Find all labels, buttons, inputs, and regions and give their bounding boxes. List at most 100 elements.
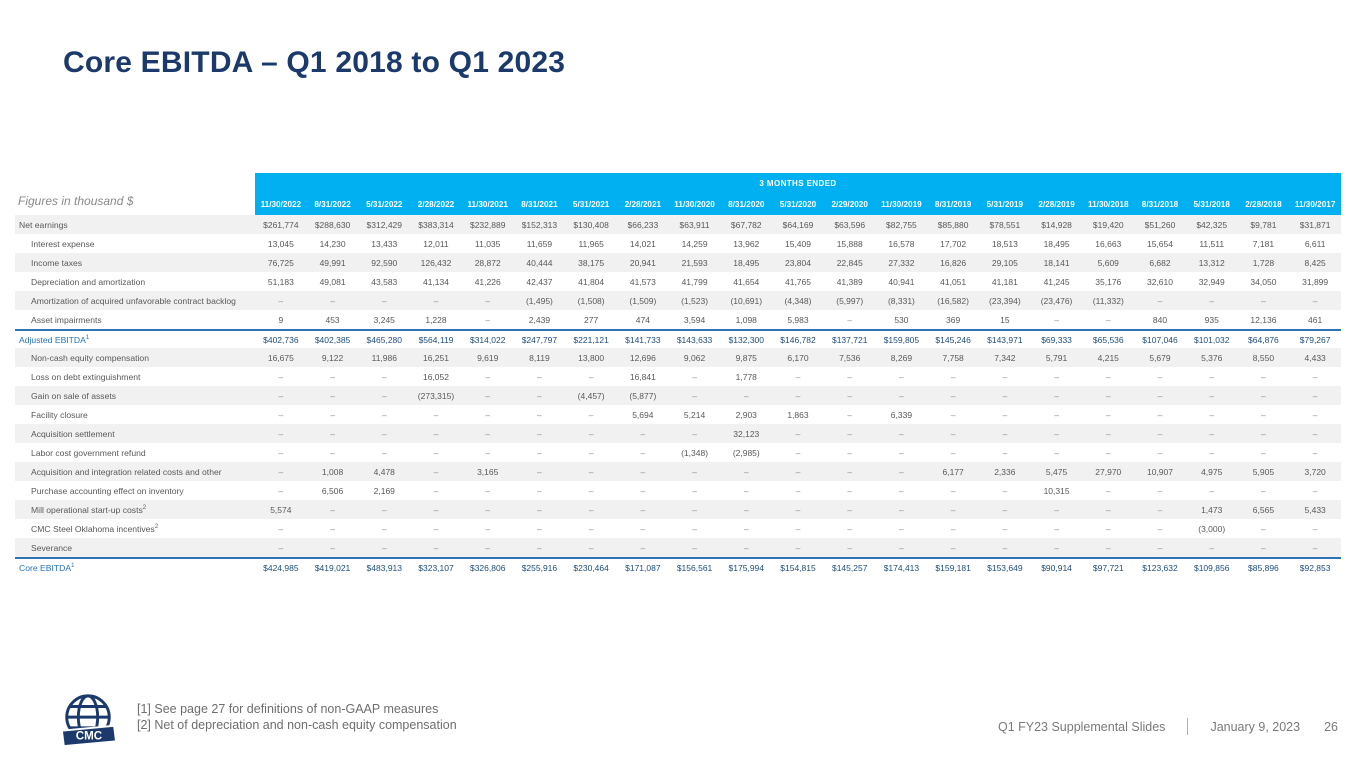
- table-cell: –: [1312, 409, 1318, 420]
- table-body: Net earnings $261,774 $288,630 $312,429 $383…: [15, 215, 1341, 576]
- table-cell: –: [950, 428, 956, 439]
- table-cell: 31,899: [1302, 276, 1329, 287]
- table-cell: $564,119: [418, 334, 454, 345]
- column-header-date: 11/30/2020: [674, 200, 715, 209]
- table-cell: 16,841: [629, 371, 656, 382]
- table-cell: –: [1105, 523, 1111, 534]
- table-cell: $143,633: [676, 334, 713, 345]
- table-cell: –: [537, 466, 542, 477]
- table-cell: –: [950, 409, 956, 420]
- table-cell: –: [485, 428, 491, 439]
- table-cell: –: [1105, 409, 1111, 420]
- table-cell: $132,300: [728, 334, 764, 345]
- row-label: Adjusted EBITDA1: [19, 334, 90, 345]
- table-cell: $221,121: [573, 334, 609, 345]
- table-cell: $230,464: [573, 562, 609, 573]
- table-cell: 11,035: [475, 238, 501, 249]
- table-cell: –: [1261, 390, 1266, 401]
- table-cell: –: [330, 504, 335, 515]
- table-cell: 11,511: [1199, 238, 1225, 249]
- table-cell: 27,332: [888, 257, 915, 268]
- column-header-date: 5/31/2020: [779, 200, 817, 209]
- table-cell: –: [1002, 428, 1008, 439]
- table-cell: 40,444: [526, 257, 553, 268]
- table-cell: $64,169: [782, 219, 814, 230]
- table-cell: 10,907: [1146, 466, 1173, 477]
- table-cell: –: [485, 447, 491, 458]
- table-cell: 38,175: [578, 257, 605, 268]
- table-cell: 369: [946, 314, 961, 325]
- table-cell: –: [692, 371, 697, 382]
- table-cell: –: [692, 485, 697, 496]
- table-cell: $159,805: [883, 334, 920, 345]
- table-cell: –: [847, 390, 853, 401]
- table-cell: –: [1105, 371, 1111, 382]
- table-cell: –: [899, 390, 904, 401]
- table-row: Depreciation and amortization 51,183 49,08…: [15, 272, 1341, 291]
- table-cell: 1,008: [321, 466, 344, 477]
- table-cell: –: [1002, 523, 1008, 534]
- table-cell: $171,087: [625, 562, 661, 573]
- table-cell: –: [381, 542, 387, 553]
- table-cell: $314,022: [469, 334, 506, 345]
- table-cell: –: [433, 485, 439, 496]
- table-cell: 6,339: [890, 409, 913, 420]
- table-cell: 3,720: [1304, 466, 1326, 477]
- table-cell: 41,226: [474, 276, 501, 287]
- table-cell: –: [692, 390, 697, 401]
- row-label: Amortization of acquired unfavorable con…: [31, 295, 236, 306]
- table-cell: –: [1002, 504, 1008, 515]
- table-cell: –: [537, 523, 542, 534]
- table-cell: –: [847, 504, 853, 515]
- table-cell: –: [640, 523, 646, 534]
- table-cell: $130,408: [573, 219, 609, 230]
- table-cell: 1,863: [787, 409, 809, 420]
- table-cell: 41,134: [422, 276, 449, 287]
- table-cell: –: [433, 504, 439, 515]
- table-cell: –: [795, 371, 801, 382]
- table-cell: –: [1157, 371, 1163, 382]
- table-cell: –: [330, 390, 335, 401]
- table-cell: 35,176: [1095, 276, 1122, 287]
- row-label: Labor cost government refund: [31, 447, 146, 458]
- table-cell: 5,376: [1201, 352, 1223, 363]
- table-cell: 15,888: [836, 238, 863, 249]
- table-row: Asset impairments 9 453 3,245 1,228 – 2,439 277…: [15, 310, 1341, 329]
- table-cell: 29,105: [991, 257, 1018, 268]
- table-cell: 11,659: [526, 238, 553, 249]
- table-cell: –: [381, 428, 387, 439]
- table-cell: 15,409: [784, 238, 811, 249]
- table-cell: –: [278, 466, 284, 477]
- table-cell: –: [330, 523, 335, 534]
- table-cell: 474: [635, 314, 650, 325]
- table-cell: 5,433: [1304, 504, 1326, 515]
- row-label: Depreciation and amortization: [31, 276, 146, 287]
- table-cell: –: [950, 504, 956, 515]
- table-cell: 11,965: [578, 238, 604, 249]
- table-cell: $141,733: [625, 334, 661, 345]
- table-cell: $402,736: [263, 334, 299, 345]
- table-cell: –: [1054, 447, 1059, 458]
- table-cell: 9,122: [321, 352, 344, 363]
- table-cell: 76,725: [267, 257, 294, 268]
- table-cell: (5,877): [629, 390, 657, 401]
- table-cell: –: [1312, 542, 1318, 553]
- table-cell: 1,728: [1252, 257, 1275, 268]
- table-cell: –: [1312, 485, 1318, 496]
- table-cell: –: [278, 485, 284, 496]
- table-cell: –: [330, 542, 335, 553]
- table-cell: 5,905: [1252, 466, 1275, 477]
- table-cell: –: [485, 295, 491, 306]
- table-cell: 16,675: [267, 352, 294, 363]
- table-cell: 41,654: [733, 276, 760, 287]
- table-cell: –: [1105, 504, 1111, 515]
- table-cell: 40,941: [888, 276, 915, 287]
- table-cell: –: [1002, 485, 1008, 496]
- table-cell: $145,257: [831, 562, 868, 573]
- column-header-date: 8/31/2018: [1141, 200, 1179, 209]
- table-cell: (273,315): [417, 390, 455, 401]
- table-row: Net earnings $261,774 $288,630 $312,429 $383…: [15, 215, 1341, 234]
- table-cell: –: [1054, 371, 1059, 382]
- column-header-date: 5/31/2022: [366, 200, 403, 209]
- table-row: Amortization of acquired unfavorable con…: [15, 291, 1341, 310]
